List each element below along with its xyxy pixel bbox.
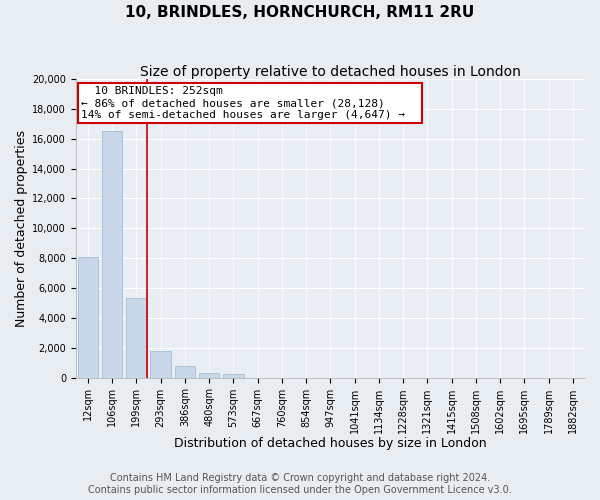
Bar — [199, 373, 220, 378]
Bar — [175, 366, 195, 378]
Text: 10 BRINDLES: 252sqm
← 86% of detached houses are smaller (28,128)
14% of semi-de: 10 BRINDLES: 252sqm ← 86% of detached ho… — [81, 86, 418, 120]
Bar — [126, 298, 146, 378]
Bar — [102, 132, 122, 378]
Bar — [223, 374, 244, 378]
X-axis label: Distribution of detached houses by size in London: Distribution of detached houses by size … — [174, 437, 487, 450]
Bar — [77, 256, 98, 378]
Title: Size of property relative to detached houses in London: Size of property relative to detached ho… — [140, 65, 521, 79]
Text: 10, BRINDLES, HORNCHURCH, RM11 2RU: 10, BRINDLES, HORNCHURCH, RM11 2RU — [125, 5, 475, 20]
Text: Contains HM Land Registry data © Crown copyright and database right 2024.
Contai: Contains HM Land Registry data © Crown c… — [88, 474, 512, 495]
Bar — [151, 350, 171, 378]
Y-axis label: Number of detached properties: Number of detached properties — [15, 130, 28, 327]
